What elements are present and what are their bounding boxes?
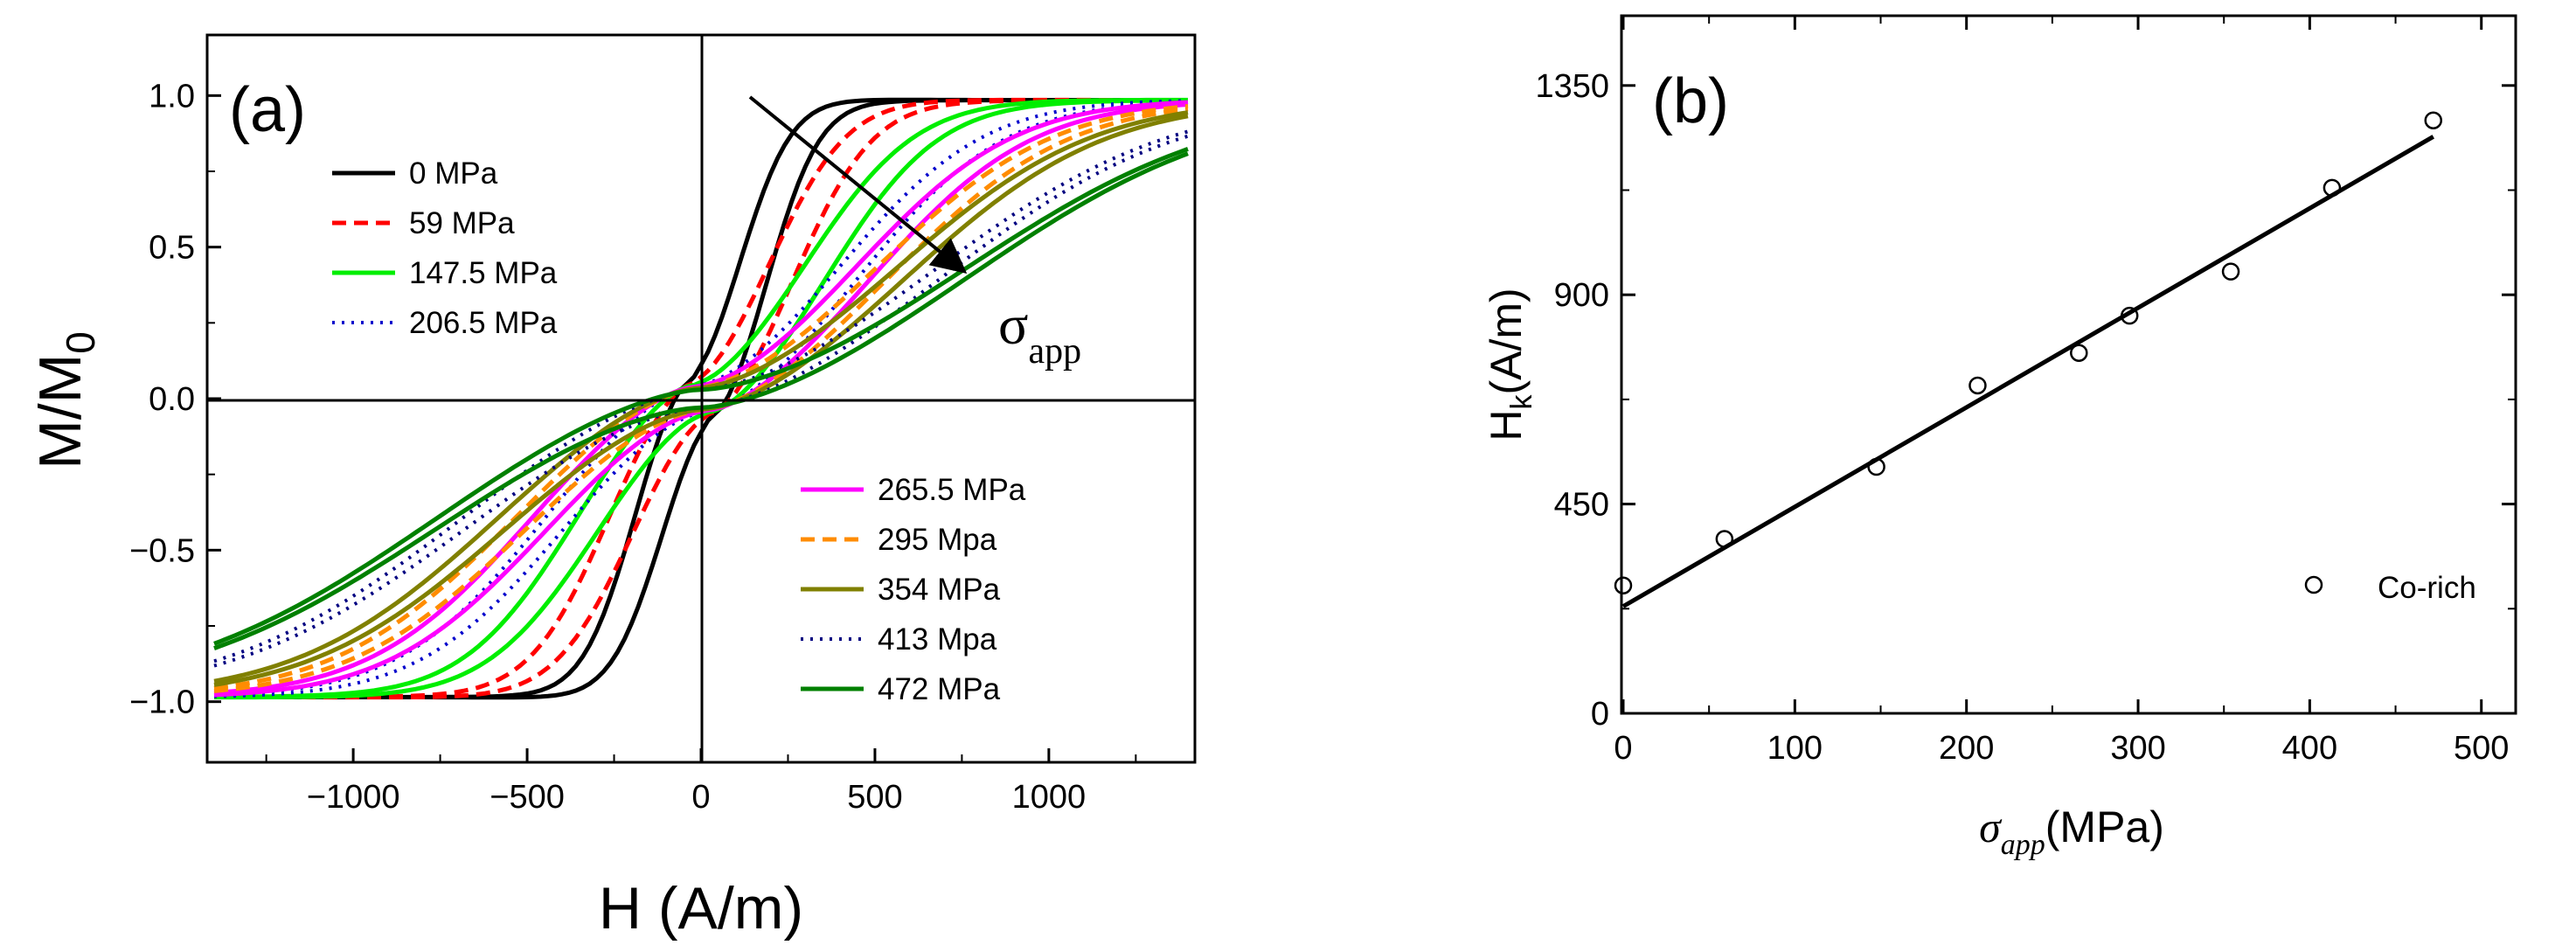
data-point xyxy=(2424,111,2443,129)
x-tick-label-a: −500 xyxy=(490,779,565,816)
legend-label: 472 MPa xyxy=(878,672,1001,706)
x-tick-label-b: 0 xyxy=(1614,730,1632,767)
x-tick-label-b: 400 xyxy=(2282,730,2337,767)
y-tick-label-a: 0.0 xyxy=(149,381,195,418)
y-axis-title-a: M/M0 xyxy=(27,331,103,469)
data-points xyxy=(1614,111,2443,594)
x-tick-label-b: 300 xyxy=(2110,730,2165,767)
x-tick-label-a: 500 xyxy=(847,779,902,816)
legend-label: 413 Mpa xyxy=(878,622,997,657)
data-point xyxy=(2221,262,2240,281)
y-axis-title-b: Hk(A/m) xyxy=(1482,288,1538,441)
x-tick-label-a: −1000 xyxy=(307,779,400,816)
x-tick-label-b: 100 xyxy=(1767,730,1823,767)
y-tick-label-b: 1350 xyxy=(1535,68,1609,105)
x-axis-title-b-sub: app xyxy=(2001,829,2045,861)
plot-frame-b xyxy=(1620,14,2517,715)
sigma-subscript: app xyxy=(1029,331,1082,372)
legend-label: 295 Mpa xyxy=(878,523,997,557)
svg-text:M/M0: M/M0 xyxy=(27,331,103,469)
legend-label: 0 MPa xyxy=(409,156,498,191)
y-axis-title-b-sub: k xyxy=(1505,394,1538,410)
series-206-5-mpa-lower xyxy=(213,100,1189,698)
y-axis-title-b-unit: (A/m) xyxy=(1482,288,1531,394)
legend-label: 265.5 MPa xyxy=(878,473,1026,507)
panel-a-hysteresis-chart: −1000 −500 0 500 1000 1.0 0.5 0.0 −0.5 −1.0 (a) M… xyxy=(27,33,1197,942)
legend-label: 354 MPa xyxy=(878,573,1001,607)
panel-label-a: (a) xyxy=(229,75,306,145)
sigma-app-annotation: σapp xyxy=(998,294,1081,372)
series-59-mpa-lower xyxy=(214,98,1188,700)
legend-label: 206.5 MPa xyxy=(409,306,558,340)
y-tick-label-a: −0.5 xyxy=(129,532,195,569)
x-tick-label-a: 1000 xyxy=(1012,779,1087,816)
y-tick-label-b: 0 xyxy=(1591,696,1609,733)
data-point xyxy=(1614,576,1633,594)
y-axis-title-b-main: H xyxy=(1482,410,1531,441)
x-axis-title-b: σapp(MPa) xyxy=(1979,803,2164,861)
stress-direction-arrow xyxy=(748,95,968,274)
data-point xyxy=(2323,178,2342,198)
series-295-mpa-upper xyxy=(213,104,1189,691)
x-axis-title-b-unit: (MPa) xyxy=(2045,803,2164,851)
y-axis-title-sub: 0 xyxy=(58,331,103,354)
data-point xyxy=(1867,457,1885,476)
x-axis-title-a: H (A/m) xyxy=(599,875,803,942)
axis-ticks-b: 0 100 200 300 400 500 0 450 900 1350 xyxy=(1535,16,2516,767)
y-tick-label-b: 450 xyxy=(1554,487,1609,524)
fit-line xyxy=(1621,135,2435,608)
x-axis-title-b-symbol: σ xyxy=(1979,803,2003,851)
legend-marker-co-rich xyxy=(2304,575,2323,594)
legend-top: 0 MPa 59 MPa 147.5 MPa 206.5 MPa xyxy=(332,156,558,340)
svg-text:Hk(A/m): Hk(A/m) xyxy=(1482,288,1538,441)
legend-label-co-rich: Co-rich xyxy=(2378,571,2476,605)
sigma-symbol: σ xyxy=(998,294,1029,356)
y-axis-title-main: M/M xyxy=(27,354,94,469)
axis-ticks-a: −1000 −500 0 500 1000 1.0 0.5 0.0 −0.5 −1.0 xyxy=(129,78,1137,816)
legend-label: 59 MPa xyxy=(409,206,515,240)
x-tick-label-b: 500 xyxy=(2454,730,2509,767)
data-point xyxy=(2070,344,2088,362)
legend-bottom: 265.5 MPa 295 Mpa 354 MPa 413 Mpa 472 MPa xyxy=(801,473,1026,706)
linear-fit-line xyxy=(1621,135,2435,608)
y-tick-label-a: 0.5 xyxy=(149,230,195,267)
data-point xyxy=(2120,306,2139,325)
legend-label: 147.5 MPa xyxy=(409,256,558,290)
data-point xyxy=(1715,530,1734,548)
x-tick-label-a: 0 xyxy=(691,779,710,816)
x-tick-label-b: 200 xyxy=(1939,730,1994,767)
panel-label-b: (b) xyxy=(1652,66,1729,136)
y-tick-label-b: 900 xyxy=(1554,277,1609,314)
y-tick-label-a: 1.0 xyxy=(149,78,195,115)
data-point xyxy=(1968,376,1987,395)
y-tick-label-a: −1.0 xyxy=(129,684,195,721)
